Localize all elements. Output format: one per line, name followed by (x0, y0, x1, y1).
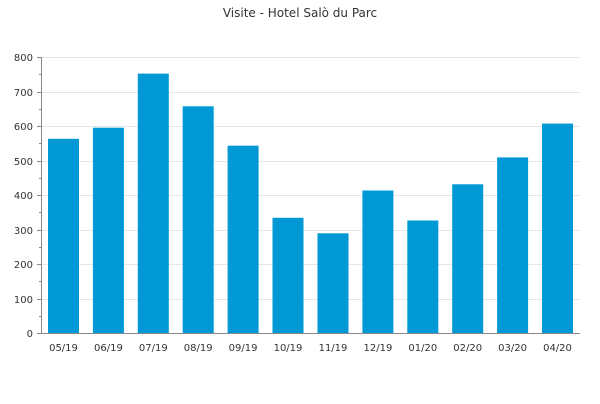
bar-12-19 (362, 190, 394, 333)
y-tick-label: 600 (14, 122, 33, 133)
gridlines (41, 57, 580, 300)
x-tick-label: 06/19 (94, 343, 123, 354)
y-tick-label: 500 (14, 157, 33, 168)
y-axis-tick-labels: 0 100 200 300 400 500 600 700 800 (14, 53, 33, 340)
x-tick-label: 10/19 (274, 343, 303, 354)
x-tick-label: 11/19 (319, 343, 348, 354)
bar-09-19 (227, 145, 259, 333)
x-tick-label: 12/19 (363, 343, 392, 354)
chart-title: Visite - Hotel Salò du Parc (223, 6, 377, 20)
y-tick-label: 100 (14, 295, 33, 306)
bar-01-20 (407, 220, 439, 333)
bar-03-20 (497, 157, 529, 333)
y-tick-label: 400 (14, 191, 33, 202)
bar-05-19 (48, 138, 79, 333)
y-tick-label: 300 (14, 226, 33, 237)
x-tick-label: 01/20 (408, 343, 437, 354)
bar-10-19 (272, 217, 304, 333)
bar-02-20 (452, 184, 484, 333)
y-tick-label: 700 (14, 88, 33, 99)
x-axis-tick-labels: 05/19 06/19 07/19 08/19 09/19 10/19 11/19 12/19… (49, 343, 572, 354)
bar-08-19 (182, 106, 214, 333)
bar-11-19 (317, 233, 349, 333)
bar-06-19 (92, 127, 124, 333)
y-tick-label: 200 (14, 260, 33, 271)
x-tick-label: 05/19 (49, 343, 78, 354)
x-tick-label: 08/19 (184, 343, 213, 354)
x-tick-label: 02/20 (453, 343, 482, 354)
axes (37, 57, 580, 334)
x-tick-label: 03/20 (498, 343, 527, 354)
x-tick-label: 07/19 (139, 343, 168, 354)
x-tick-label: 04/20 (543, 343, 572, 354)
bar-04-20 (542, 123, 573, 333)
y-tick-label: 0 (27, 329, 33, 340)
bars (48, 73, 573, 333)
x-tick-label: 09/19 (229, 343, 258, 354)
bar-07-19 (137, 73, 169, 333)
y-tick-label: 800 (14, 53, 33, 64)
